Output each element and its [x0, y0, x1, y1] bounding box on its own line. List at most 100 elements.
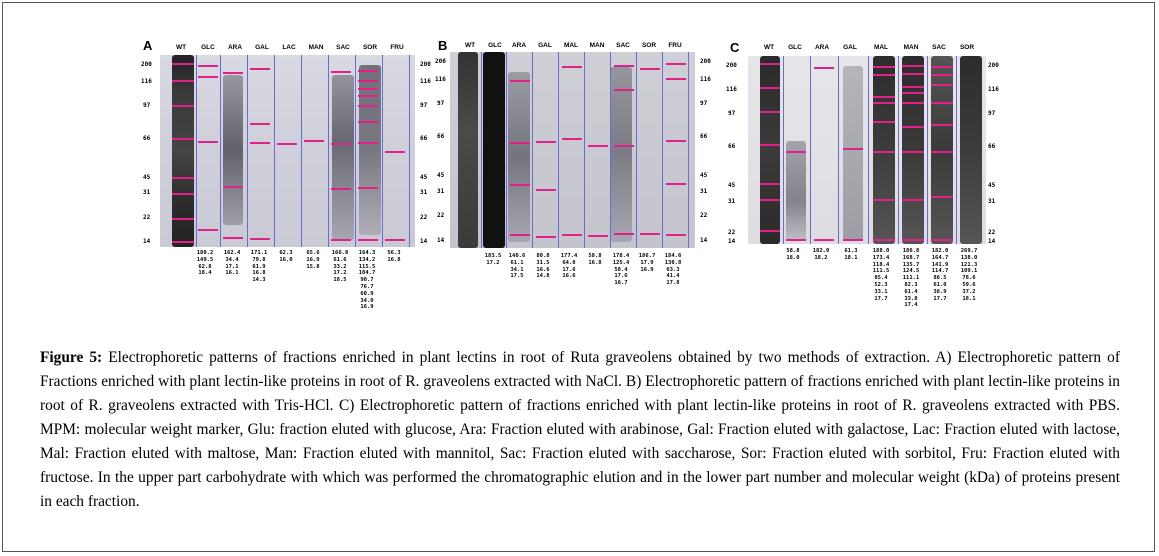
lane-header-mal: MAL	[873, 44, 889, 51]
lane-values-mal: 188.0 173.4 118.4 111.5 85.4 52.3 33.1 1…	[866, 248, 896, 302]
protein-band	[614, 65, 634, 67]
mw-value: 104.7	[358, 270, 376, 277]
mw-value: 59.6	[962, 281, 976, 288]
protein-band	[331, 188, 351, 190]
lane-values-sor: 269.7 138.0 121.3 109.1 78.6 59.6 37.2 1…	[954, 248, 984, 302]
marker-label-right-97: 97	[700, 100, 708, 107]
protein-smear	[786, 141, 806, 241]
mw-value: 61.9	[252, 263, 266, 270]
mw-value: 16.8	[588, 259, 602, 266]
mw-value: 56.3	[387, 250, 401, 256]
protein-band	[873, 74, 895, 76]
marker-label-14: 14	[437, 237, 445, 244]
protein-band	[614, 233, 634, 235]
marker-ladder	[760, 56, 780, 244]
marker-label-22: 22	[143, 214, 151, 221]
lane-header-man: MAN	[589, 42, 605, 49]
lane-divider	[584, 52, 585, 248]
lane-divider	[328, 55, 329, 247]
protein-band	[250, 123, 270, 125]
lane-divider	[481, 52, 482, 248]
lane-header-sor: SOR	[362, 44, 378, 51]
lane-divider	[636, 52, 637, 248]
lane-divider	[838, 56, 839, 244]
protein-band	[223, 72, 243, 74]
mw-value: 61.3	[844, 248, 858, 254]
protein-band	[277, 143, 297, 145]
mw-value: 79.8	[252, 256, 266, 263]
mw-value: 16.7	[614, 280, 628, 287]
protein-band	[760, 111, 780, 113]
marker-label-right-14: 14	[420, 238, 428, 245]
mw-value: 82.3	[904, 281, 918, 288]
marker-label-right-200: 200	[700, 58, 711, 65]
mw-value: 14.3	[252, 277, 266, 284]
mw-value: 17.2	[486, 259, 500, 266]
protein-band	[358, 95, 378, 97]
marker-label-66: 66	[437, 133, 445, 140]
mw-value: 184.6	[664, 253, 682, 259]
lane-header-glc: GLC	[788, 44, 802, 51]
protein-band	[640, 233, 660, 235]
protein-band	[843, 148, 863, 150]
protein-band	[666, 140, 686, 142]
marker-label-right-22: 22	[420, 214, 428, 221]
lane-header-lac: LAC	[282, 44, 296, 51]
mw-value: 33.8	[904, 295, 918, 302]
lane-divider	[301, 55, 302, 247]
protein-band	[931, 151, 953, 153]
mw-value: 60.9	[360, 290, 374, 297]
protein-band	[902, 73, 924, 75]
protein-band	[902, 86, 924, 88]
lane-header-fru: FRU	[390, 44, 404, 51]
marker-label-22: 22	[728, 229, 736, 236]
mw-value: 171.1	[250, 250, 268, 256]
protein-band	[666, 63, 686, 65]
protein-band	[873, 239, 895, 241]
mw-value: 33.2	[333, 263, 347, 270]
marker-label-116: 116	[435, 76, 446, 83]
mw-value: 18.1	[844, 254, 858, 261]
marker-label-right-31: 31	[700, 188, 708, 195]
marker-label-66: 66	[728, 143, 736, 150]
lane-values-man: 186.8 168.7 135.7 124.5 111.1 82.3 61.4 …	[896, 248, 926, 309]
marker-label-31: 31	[437, 188, 445, 195]
protein-band	[873, 151, 895, 153]
protein-band	[358, 70, 378, 72]
gel-image-a	[160, 55, 415, 247]
protein-band	[843, 239, 863, 241]
protein-band	[902, 239, 924, 241]
lane-values-glc: 180.2 149.5 62.8 18.4	[190, 250, 220, 277]
lane-header-ara: ARA	[814, 44, 830, 51]
lane-header-mal: MAL	[563, 42, 579, 49]
protein-band	[331, 71, 351, 73]
lane-header-fru: FRU	[668, 42, 682, 49]
mw-value: 86.5	[933, 275, 947, 282]
lane-values-ara: 182.0 18.2	[806, 248, 836, 262]
protein-band	[614, 145, 634, 147]
lane-divider	[956, 56, 957, 244]
protein-band	[250, 142, 270, 144]
mw-value: 269.7	[960, 248, 978, 254]
protein-band	[902, 102, 924, 104]
protein-band	[536, 189, 556, 191]
lane-values-ara: 140.6 61.1 34.1 17.5	[502, 253, 532, 280]
marker-label-97: 97	[143, 102, 151, 109]
mw-value: 111.5	[872, 268, 890, 275]
mw-value: 34.0	[360, 297, 374, 304]
protein-band	[385, 151, 405, 153]
protein-band	[760, 144, 780, 146]
mw-value: 17.6	[614, 273, 628, 280]
mw-value: 16.9	[306, 256, 320, 263]
mw-value: 15.8	[306, 263, 320, 270]
protein-band	[666, 183, 686, 185]
protein-band	[666, 234, 686, 236]
protein-band	[814, 67, 834, 69]
mw-value: 115.5	[358, 263, 376, 270]
protein-band	[358, 80, 378, 82]
mw-value: 188.0	[872, 248, 890, 254]
mw-value: 31.5	[536, 259, 550, 266]
lane-divider	[409, 55, 410, 247]
protein-band	[760, 199, 780, 201]
lane-values-glc: 58.8 18.0	[778, 248, 808, 262]
